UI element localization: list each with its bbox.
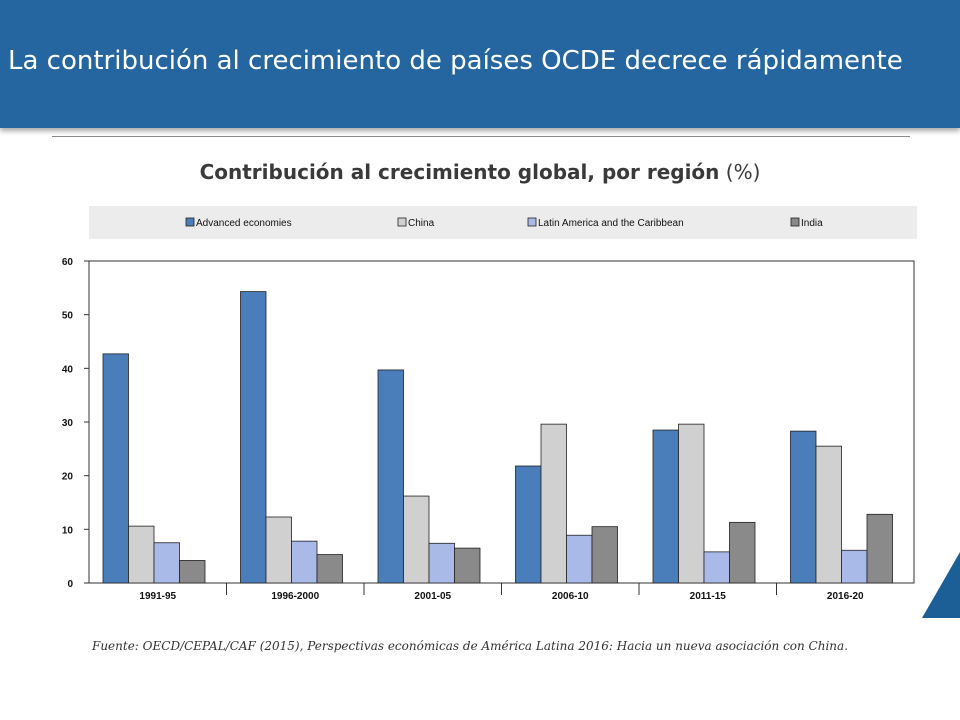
- bar: [815, 445, 842, 584]
- bar: [703, 551, 730, 584]
- x-tick-label: 2001-05: [414, 591, 451, 602]
- bar: [729, 521, 756, 584]
- bar: [102, 353, 129, 584]
- bar: [566, 534, 593, 584]
- y-tick-label: 40: [62, 364, 74, 375]
- bar: [591, 526, 618, 584]
- x-tick-label: 1996-2000: [271, 591, 319, 602]
- x-tick-label: 2011-15: [690, 591, 727, 602]
- bar: [428, 542, 455, 584]
- chart-title-main: Contribución al crecimiento global, por …: [199, 160, 720, 184]
- y-tick-label: 0: [67, 579, 73, 590]
- y-tick-label: 10: [62, 525, 74, 536]
- slide-title: La contribución al crecimiento de países…: [8, 46, 903, 76]
- bar: [403, 495, 430, 584]
- y-tick-label: 30: [62, 418, 74, 429]
- bar: [377, 369, 404, 584]
- plot-area: [88, 260, 915, 584]
- bar: [841, 549, 868, 584]
- legend-swatch: [185, 217, 195, 227]
- x-tick-label: 1991-95: [139, 591, 176, 602]
- legend-label: Latin America and the Caribbean: [538, 218, 684, 229]
- bar: [515, 465, 542, 584]
- legend-swatch: [397, 217, 407, 227]
- x-tick-label: 2016-20: [827, 591, 864, 602]
- legend-swatch: [527, 217, 537, 227]
- title-banner: La contribución al crecimiento de países…: [0, 0, 960, 128]
- bar: [678, 423, 705, 584]
- divider-line: [52, 136, 910, 137]
- y-tick-label: 60: [62, 257, 74, 268]
- y-tick-label: 50: [62, 311, 74, 322]
- bar: [866, 513, 893, 584]
- x-tick-label: 2006-10: [552, 591, 589, 602]
- source-note: Fuente: OECD/CEPAL/CAF (2015), Perspecti…: [92, 639, 849, 653]
- bar: [454, 547, 481, 584]
- legend-label: India: [801, 218, 823, 229]
- legend-label: Advanced economies: [196, 218, 292, 229]
- bar: [128, 525, 155, 584]
- bar: [291, 540, 318, 584]
- bar: [153, 542, 180, 584]
- bar: [790, 430, 817, 584]
- legend-box: [89, 206, 917, 239]
- bar: [540, 423, 567, 584]
- bar: [265, 516, 292, 584]
- corner-triangle: [922, 552, 960, 618]
- y-tick-label: 20: [62, 472, 74, 483]
- legend-swatch: [790, 217, 800, 227]
- legend-label: China: [408, 218, 435, 229]
- chart-title-unit: (%): [725, 160, 761, 184]
- bar: [316, 554, 343, 584]
- bar: [240, 291, 267, 584]
- chart-title: Contribución al crecimiento global, por …: [0, 160, 960, 184]
- bar: [652, 429, 679, 584]
- bar: [179, 560, 206, 584]
